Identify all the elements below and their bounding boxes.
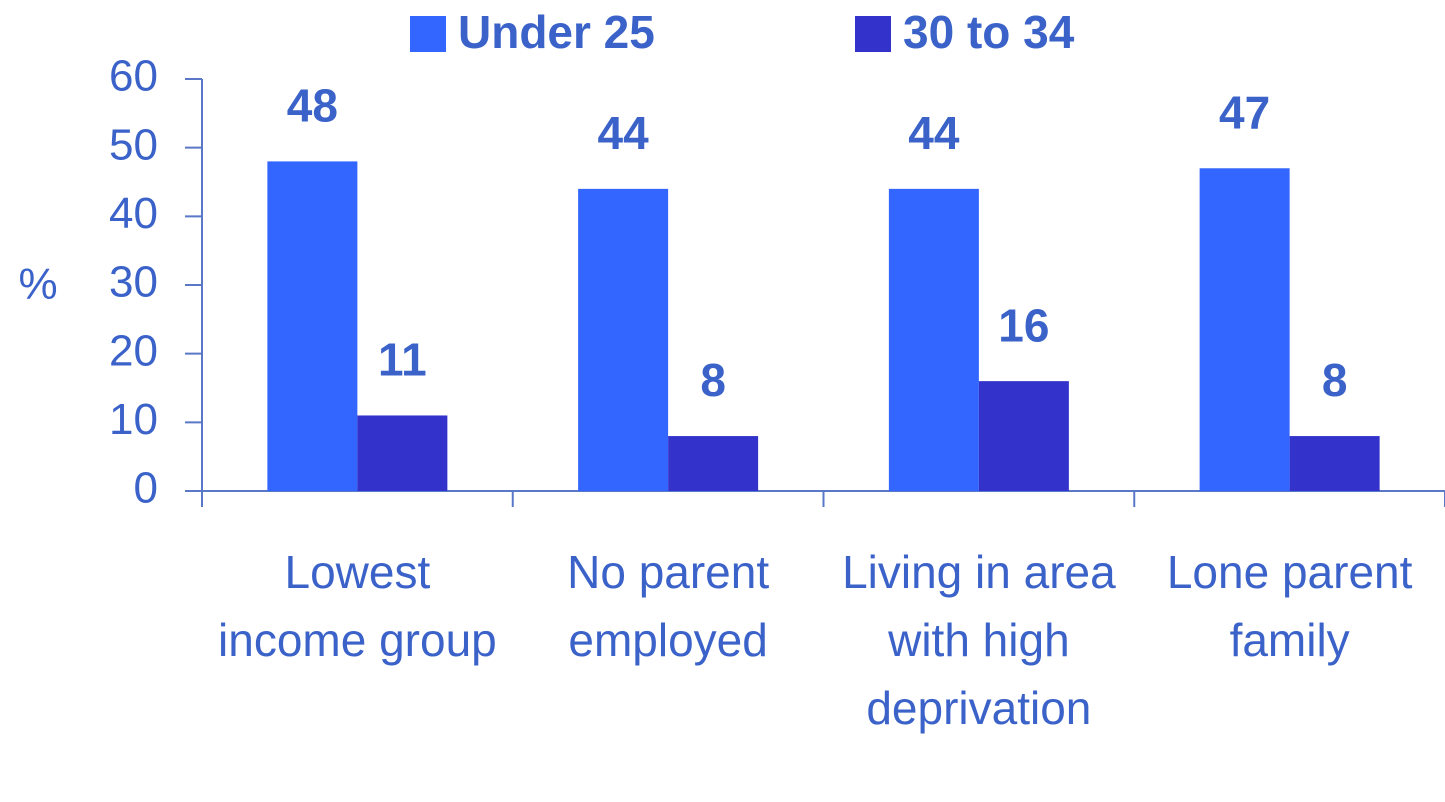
legend-label: Under 25 xyxy=(458,6,655,58)
value-label: 47 xyxy=(1219,86,1270,138)
legend-swatch xyxy=(855,16,891,52)
x-tick-label: Living in area with high deprivation xyxy=(842,546,1116,734)
y-tick-label: 10 xyxy=(109,395,158,444)
value-label: 8 xyxy=(1322,354,1348,406)
legend-label: 30 to 34 xyxy=(903,6,1075,58)
bar xyxy=(978,381,1069,491)
y-tick-label: 40 xyxy=(109,189,158,238)
bar xyxy=(578,188,669,491)
bar xyxy=(357,415,448,491)
bar xyxy=(1199,168,1290,491)
bar xyxy=(668,436,759,491)
y-axis-label: % xyxy=(18,260,57,309)
x-tick-label: No parent employed xyxy=(567,546,770,666)
value-label: 44 xyxy=(908,107,960,159)
value-label: 11 xyxy=(378,334,427,386)
bar xyxy=(888,188,979,491)
x-tick-label: Lowest income group xyxy=(218,546,497,666)
y-tick-label: 60 xyxy=(109,52,158,101)
y-tick-label: 20 xyxy=(109,326,158,375)
y-tick-label: 50 xyxy=(109,120,158,169)
value-label: 44 xyxy=(598,107,650,159)
bar xyxy=(1289,436,1380,491)
x-tick-label: Lone parent family xyxy=(1166,546,1413,666)
value-label: 8 xyxy=(700,354,726,406)
value-label: 16 xyxy=(998,299,1049,351)
y-tick-label: 0 xyxy=(134,464,158,513)
legend-swatch xyxy=(410,16,446,52)
value-label: 48 xyxy=(287,80,338,132)
y-tick-label: 30 xyxy=(109,258,158,307)
bar xyxy=(267,161,358,491)
